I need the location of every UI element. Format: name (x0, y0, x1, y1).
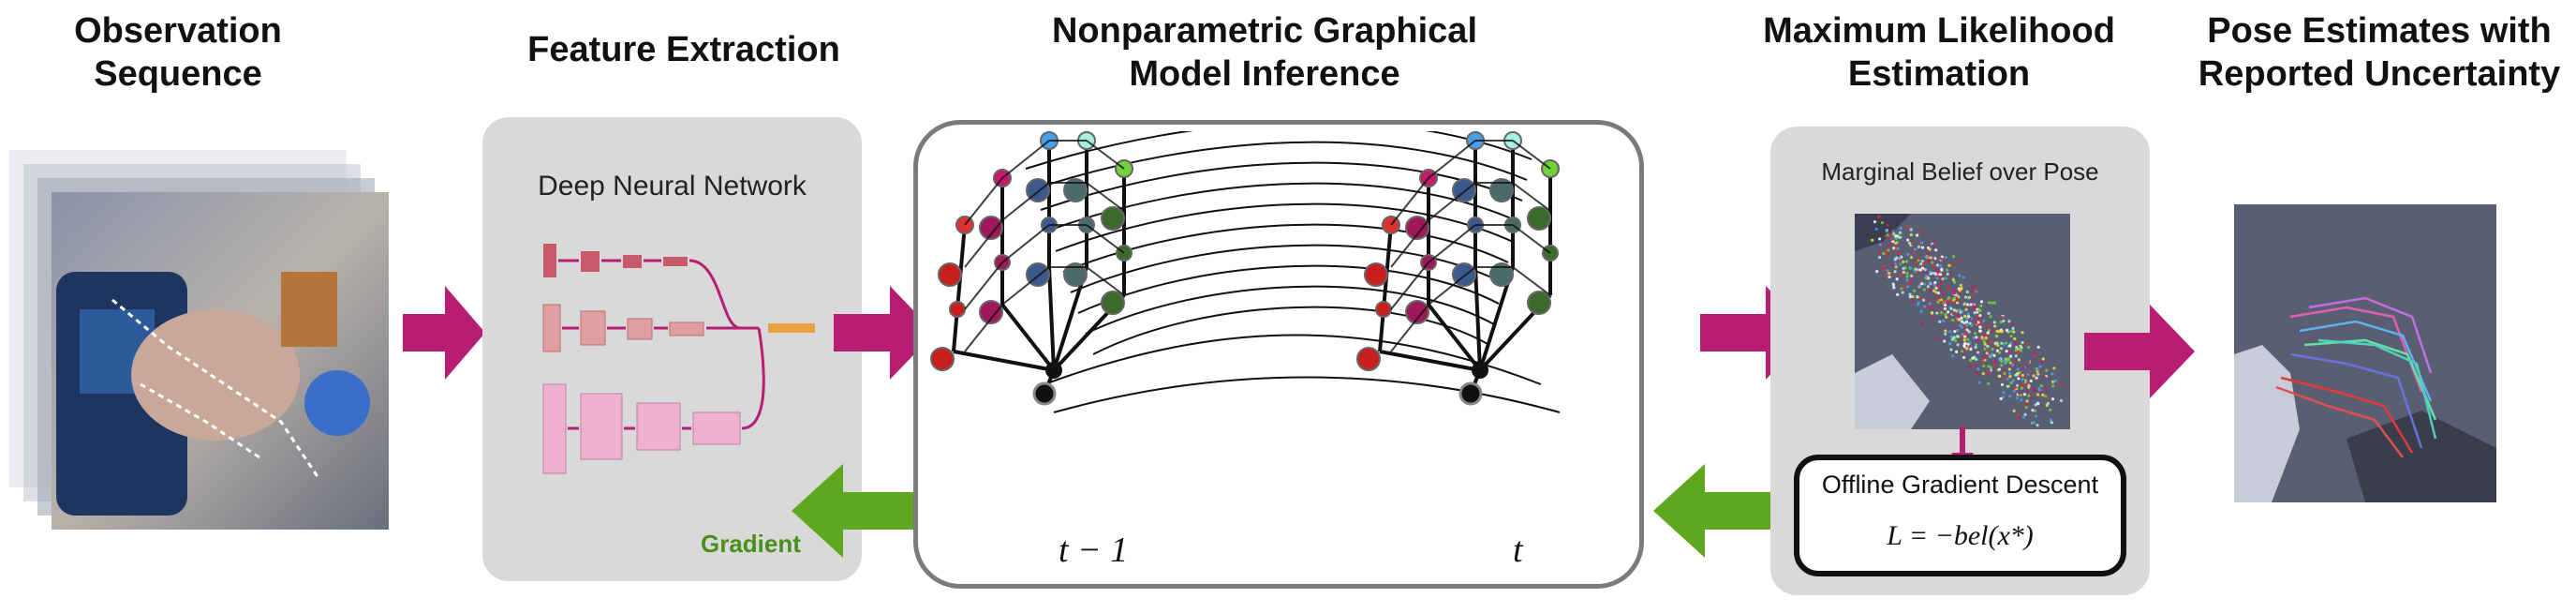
observation-image-stack (9, 150, 389, 530)
joint-node (1489, 178, 1514, 202)
joint-node (949, 301, 966, 318)
palm-node (1458, 381, 1483, 406)
joint-node (1063, 262, 1088, 287)
joint-node (1489, 262, 1514, 287)
dnn-label: Deep Neural Network (538, 171, 807, 202)
hand-depth-image (9, 150, 389, 530)
loss-formula: L = −bel(x*) (1887, 520, 2034, 551)
joint-node (1364, 262, 1388, 287)
time-label-prev: t − 1 (1059, 531, 1129, 570)
hand-graph-prev (930, 131, 1133, 406)
joint-node (1375, 301, 1392, 318)
forward-arrow-4 (2084, 305, 2195, 398)
joint-node (1101, 291, 1125, 315)
joint-node (1527, 291, 1551, 315)
forward-arrow-2 (834, 286, 935, 380)
gradient-label: Gradient (701, 530, 801, 558)
graphical-model-diagram (930, 131, 1561, 413)
joint-node (1405, 216, 1429, 240)
belief-scatter-image (1855, 214, 2070, 429)
joint-node (1063, 178, 1088, 202)
joint-node (1527, 206, 1551, 231)
joint-node (1356, 347, 1381, 371)
gradient-arrow-1 (792, 464, 946, 558)
joint-node (930, 347, 955, 371)
joint-node (979, 216, 1003, 240)
joint-node (938, 262, 962, 287)
stage-title-mle: Maximum Likelihood Estimation (1763, 11, 2115, 94)
stage-title-pose-estimates: Pose Estimates with Reported Uncertainty (2198, 11, 2561, 94)
forward-arrow-1 (403, 286, 485, 380)
palm-node (1032, 381, 1057, 406)
neural-network-icon (542, 244, 815, 474)
gradient-descent-box (1794, 455, 2126, 576)
time-label-curr: t (1513, 531, 1523, 570)
marginal-belief-label: Marginal Belief over Pose (1821, 157, 2099, 186)
gradient-arrow-2 (1653, 464, 1799, 558)
joint-node (1405, 300, 1429, 324)
stage-title-graphical-model: Nonparametric Graphical Model Inference (1051, 11, 1478, 94)
joint-node (1101, 206, 1125, 231)
stage-title-feature-extraction: Feature Extraction (527, 30, 840, 69)
stage-title-observation: Observation Sequence (74, 11, 282, 94)
gradient-descent-title: Offline Gradient Descent (1821, 471, 2099, 499)
hand-graph-curr (1356, 131, 1560, 406)
joint-node (979, 300, 1003, 324)
pose-estimate-image (2234, 204, 2496, 502)
